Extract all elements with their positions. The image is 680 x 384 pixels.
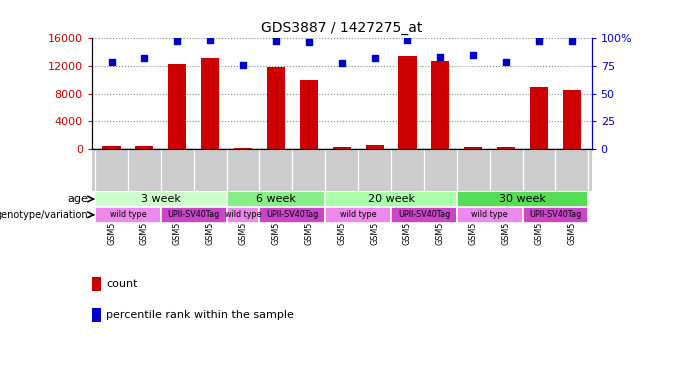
Text: UPII-SV40Tag: UPII-SV40Tag	[267, 210, 318, 219]
Text: wild type: wild type	[109, 210, 146, 219]
Bar	[267, 67, 285, 149]
Point	[566, 38, 577, 44]
Point	[303, 39, 314, 45]
Bar	[522, 207, 588, 223]
Text: 20 week: 20 week	[367, 194, 415, 204]
Text: percentile rank within the sample: percentile rank within the sample	[106, 310, 294, 320]
Text: UPII-SV40Tag: UPII-SV40Tag	[529, 210, 581, 219]
Bar	[95, 207, 161, 223]
Text: genotype/variation: genotype/variation	[0, 210, 88, 220]
Text: UPII-SV40Tag: UPII-SV40Tag	[167, 210, 220, 219]
Point	[237, 62, 248, 68]
Bar	[530, 87, 548, 149]
Text: wild type: wild type	[471, 210, 508, 219]
Bar	[226, 207, 260, 223]
Point	[534, 38, 545, 44]
Text: 3 week: 3 week	[141, 194, 181, 204]
Point	[435, 54, 446, 60]
Point	[468, 52, 479, 58]
Text: wild type: wild type	[340, 210, 377, 219]
Bar	[325, 207, 391, 223]
Bar	[161, 207, 226, 223]
Bar	[497, 147, 515, 149]
Bar	[300, 80, 318, 149]
Bar	[325, 191, 457, 207]
Bar	[103, 146, 120, 149]
Bar	[135, 146, 154, 149]
Bar	[563, 90, 581, 149]
Bar	[464, 147, 482, 149]
Bar	[333, 147, 351, 149]
Text: 30 week: 30 week	[499, 194, 546, 204]
Bar	[168, 64, 186, 149]
Point	[369, 55, 380, 61]
Bar	[431, 61, 449, 149]
Text: count: count	[106, 279, 137, 289]
Bar	[234, 147, 252, 149]
Bar	[457, 207, 522, 223]
Text: UPII-SV40Tag: UPII-SV40Tag	[398, 210, 450, 219]
Text: 6 week: 6 week	[256, 194, 296, 204]
Point	[139, 55, 150, 61]
Point	[271, 38, 282, 44]
Point	[336, 60, 347, 66]
Point	[500, 58, 511, 65]
Bar	[201, 58, 219, 149]
Point	[205, 36, 216, 43]
Bar	[457, 191, 588, 207]
Bar	[95, 191, 226, 207]
Text: age: age	[67, 194, 88, 204]
Point	[172, 38, 183, 44]
Point	[402, 36, 413, 43]
Title: GDS3887 / 1427275_at: GDS3887 / 1427275_at	[261, 21, 422, 35]
Bar	[366, 145, 384, 149]
Bar	[391, 207, 457, 223]
Bar	[398, 56, 417, 149]
Point	[106, 58, 117, 65]
Text: wild type: wild type	[225, 210, 261, 219]
Bar	[226, 191, 325, 207]
Bar	[260, 207, 325, 223]
